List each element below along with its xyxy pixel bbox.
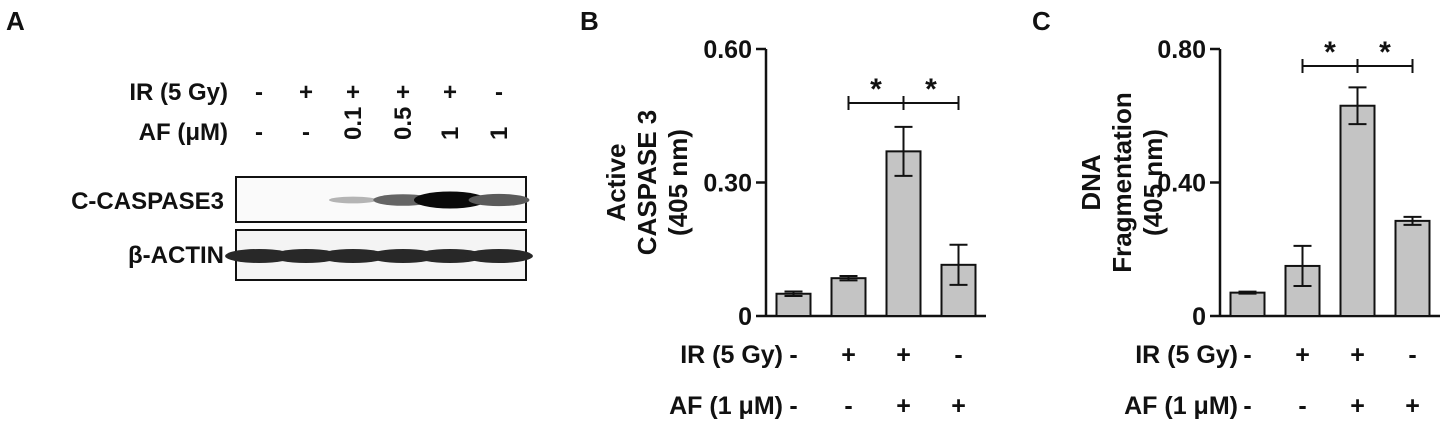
wb-ir-value: + xyxy=(443,79,457,106)
wb-af-values: - - 0.1 0.5 1 1 xyxy=(255,107,513,146)
significance-star: * xyxy=(1379,36,1391,69)
condition-value: + xyxy=(1350,341,1365,369)
wb-af-value: 1 xyxy=(437,127,464,140)
band-c-caspase3 xyxy=(468,193,530,207)
condition-value: - xyxy=(844,392,852,420)
bar xyxy=(1229,291,1266,318)
band-c-caspase3 xyxy=(414,191,486,209)
condition-value: - xyxy=(954,341,962,369)
wb-af-value: - xyxy=(255,119,263,146)
band-beta-actin xyxy=(225,249,293,263)
y-tick-label: 0.80 xyxy=(1157,36,1206,64)
y-axis-label-line: Active xyxy=(601,143,631,221)
y-tick-label: 0.60 xyxy=(703,36,752,64)
y-axis-label-line: CASPASE 3 xyxy=(632,110,662,255)
condition-label: IR (5 Gy) xyxy=(680,341,783,369)
condition-value: - xyxy=(789,341,797,369)
condition-value: - xyxy=(1243,392,1251,420)
y-axis-label-line: (405 nm) xyxy=(1138,129,1168,236)
condition-value: + xyxy=(896,392,911,420)
wb-af-value: 1 xyxy=(486,127,513,140)
chart-c: DNAFragmentation(405 nm) 0 0.40 0.80 * * IR (5… xyxy=(1076,36,1440,420)
panel-b: B ActiveCASPASE 3(405 nm) 0 0.30 0.60 * * IR (… xyxy=(580,6,986,420)
wb-row-label-ir: IR (5 Gy) xyxy=(129,79,228,106)
condition-label: AF (1 μM) xyxy=(1124,392,1238,420)
blot-label-c-caspase3: C-CASPASE3 xyxy=(71,188,224,215)
band-c-caspase3 xyxy=(328,196,378,204)
y-tick-label: 0 xyxy=(738,303,752,331)
bar xyxy=(1339,104,1376,317)
significance-star: * xyxy=(1324,36,1336,69)
panel-a: A IR (5 Gy) AF (μM) - + + + + - - - 0.1 0.5 1 1 C-… xyxy=(6,6,533,281)
band-beta-actin xyxy=(319,249,387,263)
y-axis-label: DNAFragmentation(405 nm) xyxy=(1076,92,1168,273)
y-axis-label-line: Fragmentation xyxy=(1107,92,1137,273)
panel-c: C DNAFragmentation(405 nm) 0 0.40 0.80 * * IR … xyxy=(1032,6,1440,420)
significance-star: * xyxy=(925,73,937,106)
wb-af-value: - xyxy=(302,119,310,146)
wb-ir-value: + xyxy=(299,79,313,106)
blot-label-beta-actin: β-ACTIN xyxy=(128,242,224,269)
condition-value: - xyxy=(1243,341,1251,369)
wb-ir-value: - xyxy=(495,79,503,106)
bar xyxy=(830,277,867,317)
band-beta-actin xyxy=(416,249,484,263)
y-axis-label: ActiveCASPASE 3(405 nm) xyxy=(601,110,693,255)
blot-bands xyxy=(225,191,533,263)
condition-value: + xyxy=(896,341,911,369)
condition-label: IR (5 Gy) xyxy=(1135,341,1238,369)
condition-value: + xyxy=(951,392,966,420)
bar xyxy=(885,150,922,317)
panel-a-letter: A xyxy=(6,6,25,36)
wb-af-value: 0.5 xyxy=(390,107,417,140)
y-axis-label-line: (405 nm) xyxy=(663,129,693,236)
wb-af-value: 0.1 xyxy=(340,107,367,140)
chart-b: ActiveCASPASE 3(405 nm) 0 0.30 0.60 * * IR (5 … xyxy=(601,36,986,420)
y-tick-label: 0 xyxy=(1192,303,1206,331)
panel-c-letter: C xyxy=(1032,6,1051,36)
y-tick-label: 0.30 xyxy=(703,170,752,198)
condition-value: + xyxy=(1295,341,1310,369)
y-axis-label-line: DNA xyxy=(1076,154,1106,211)
significance-star: * xyxy=(870,73,882,106)
band-beta-actin xyxy=(465,249,533,263)
wb-ir-value: + xyxy=(396,79,410,106)
condition-value: + xyxy=(1405,392,1420,420)
bar xyxy=(1394,219,1431,318)
wb-ir-value: - xyxy=(255,79,263,106)
condition-value: - xyxy=(789,392,797,420)
y-tick-label: 0.40 xyxy=(1157,170,1206,198)
wb-ir-value: + xyxy=(346,79,360,106)
panel-b-letter: B xyxy=(580,6,599,36)
condition-value: + xyxy=(1350,392,1365,420)
condition-value: + xyxy=(841,341,856,369)
band-beta-actin xyxy=(369,249,437,263)
condition-value: - xyxy=(1408,341,1416,369)
band-beta-actin xyxy=(272,249,340,263)
wb-row-label-af: AF (μM) xyxy=(139,119,228,146)
bar xyxy=(775,292,812,317)
condition-label: AF (1 μM) xyxy=(669,392,783,420)
condition-value: - xyxy=(1298,392,1306,420)
wb-ir-values: - + + + + - xyxy=(255,79,503,106)
